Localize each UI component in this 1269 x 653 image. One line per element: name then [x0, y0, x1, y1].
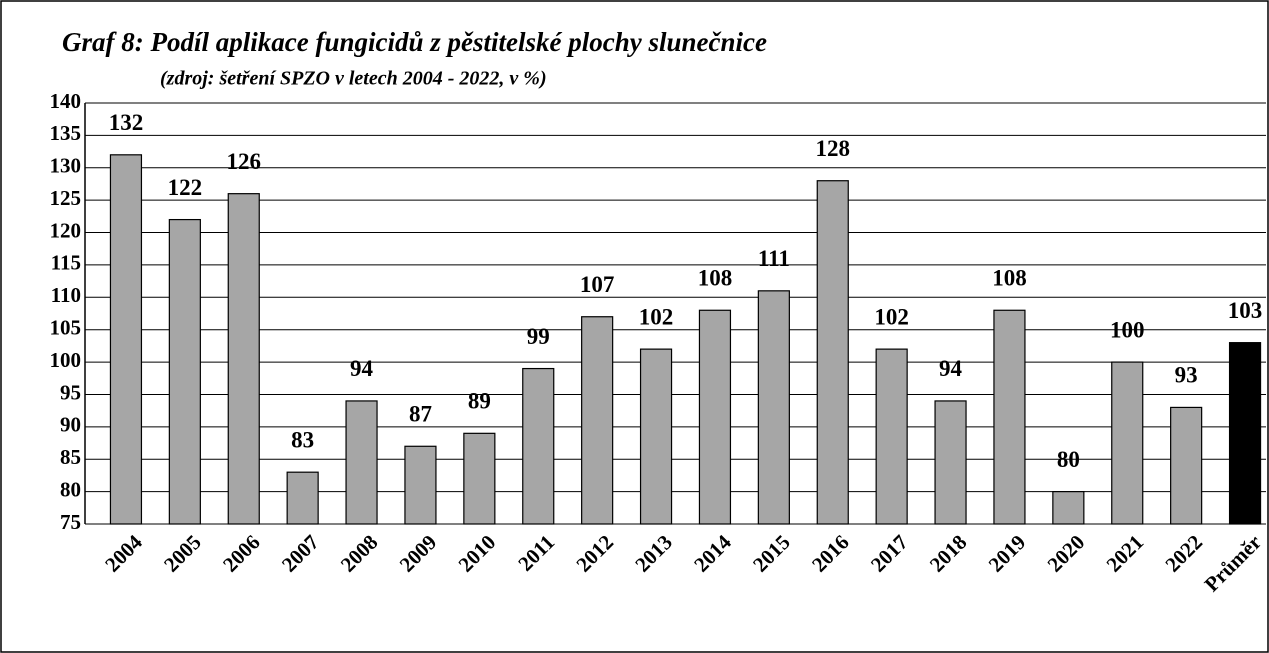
bar [1052, 491, 1085, 525]
y-tick-label: 130 [50, 154, 82, 178]
bar [1111, 361, 1144, 525]
bar [168, 218, 201, 525]
y-tick-label: 135 [50, 121, 82, 145]
y-tick-label: 110 [51, 283, 81, 307]
data-label: 83 [291, 427, 314, 452]
bar [934, 400, 967, 525]
data-label: 107 [580, 272, 615, 297]
data-label: 108 [698, 266, 733, 291]
data-label: 94 [939, 356, 963, 381]
bar [286, 471, 319, 525]
bar [757, 290, 790, 525]
y-tick-label: 75 [60, 510, 81, 534]
data-label: 80 [1057, 447, 1080, 472]
bar [698, 309, 732, 525]
data-label: 87 [409, 402, 432, 427]
chart-title: Graf 8: Podíl aplikace fungicidů z pěsti… [62, 27, 767, 57]
data-label: 108 [992, 266, 1027, 291]
chart-subtitle: (zdroj: šetření SPZO v letech 2004 - 202… [160, 68, 547, 90]
y-tick-label: 140 [50, 89, 82, 113]
data-label: 99 [527, 324, 550, 349]
y-tick-label: 125 [50, 186, 82, 210]
bar [1170, 406, 1203, 525]
data-label: 128 [816, 136, 851, 161]
bar [581, 316, 614, 525]
data-label: 122 [168, 175, 203, 200]
bar [522, 367, 555, 525]
bar [404, 445, 437, 525]
data-label: 126 [227, 149, 262, 174]
y-tick-label: 115 [51, 251, 81, 275]
bar [816, 180, 849, 525]
y-tick-label: 105 [50, 316, 82, 340]
bar [463, 432, 496, 525]
bar [1228, 342, 1262, 525]
y-tick-label: 85 [60, 445, 81, 469]
data-label: 102 [874, 304, 909, 329]
data-label: 102 [639, 304, 674, 329]
bar [639, 348, 673, 525]
bar [993, 309, 1026, 525]
y-tick-label: 80 [60, 477, 81, 501]
y-tick-label: 100 [50, 348, 82, 372]
bar [227, 193, 260, 525]
data-label: 89 [468, 389, 491, 414]
data-label: 111 [758, 246, 790, 271]
data-label: 100 [1110, 317, 1145, 342]
y-tick-label: 120 [50, 218, 82, 242]
y-tick-label: 95 [60, 380, 81, 404]
bar [345, 400, 378, 525]
data-label: 94 [350, 356, 374, 381]
data-label: 93 [1175, 363, 1198, 388]
data-label: 132 [109, 110, 144, 135]
bar [875, 348, 908, 525]
data-label: 103 [1228, 298, 1263, 323]
bar [109, 154, 143, 525]
y-tick-label: 90 [60, 413, 81, 437]
